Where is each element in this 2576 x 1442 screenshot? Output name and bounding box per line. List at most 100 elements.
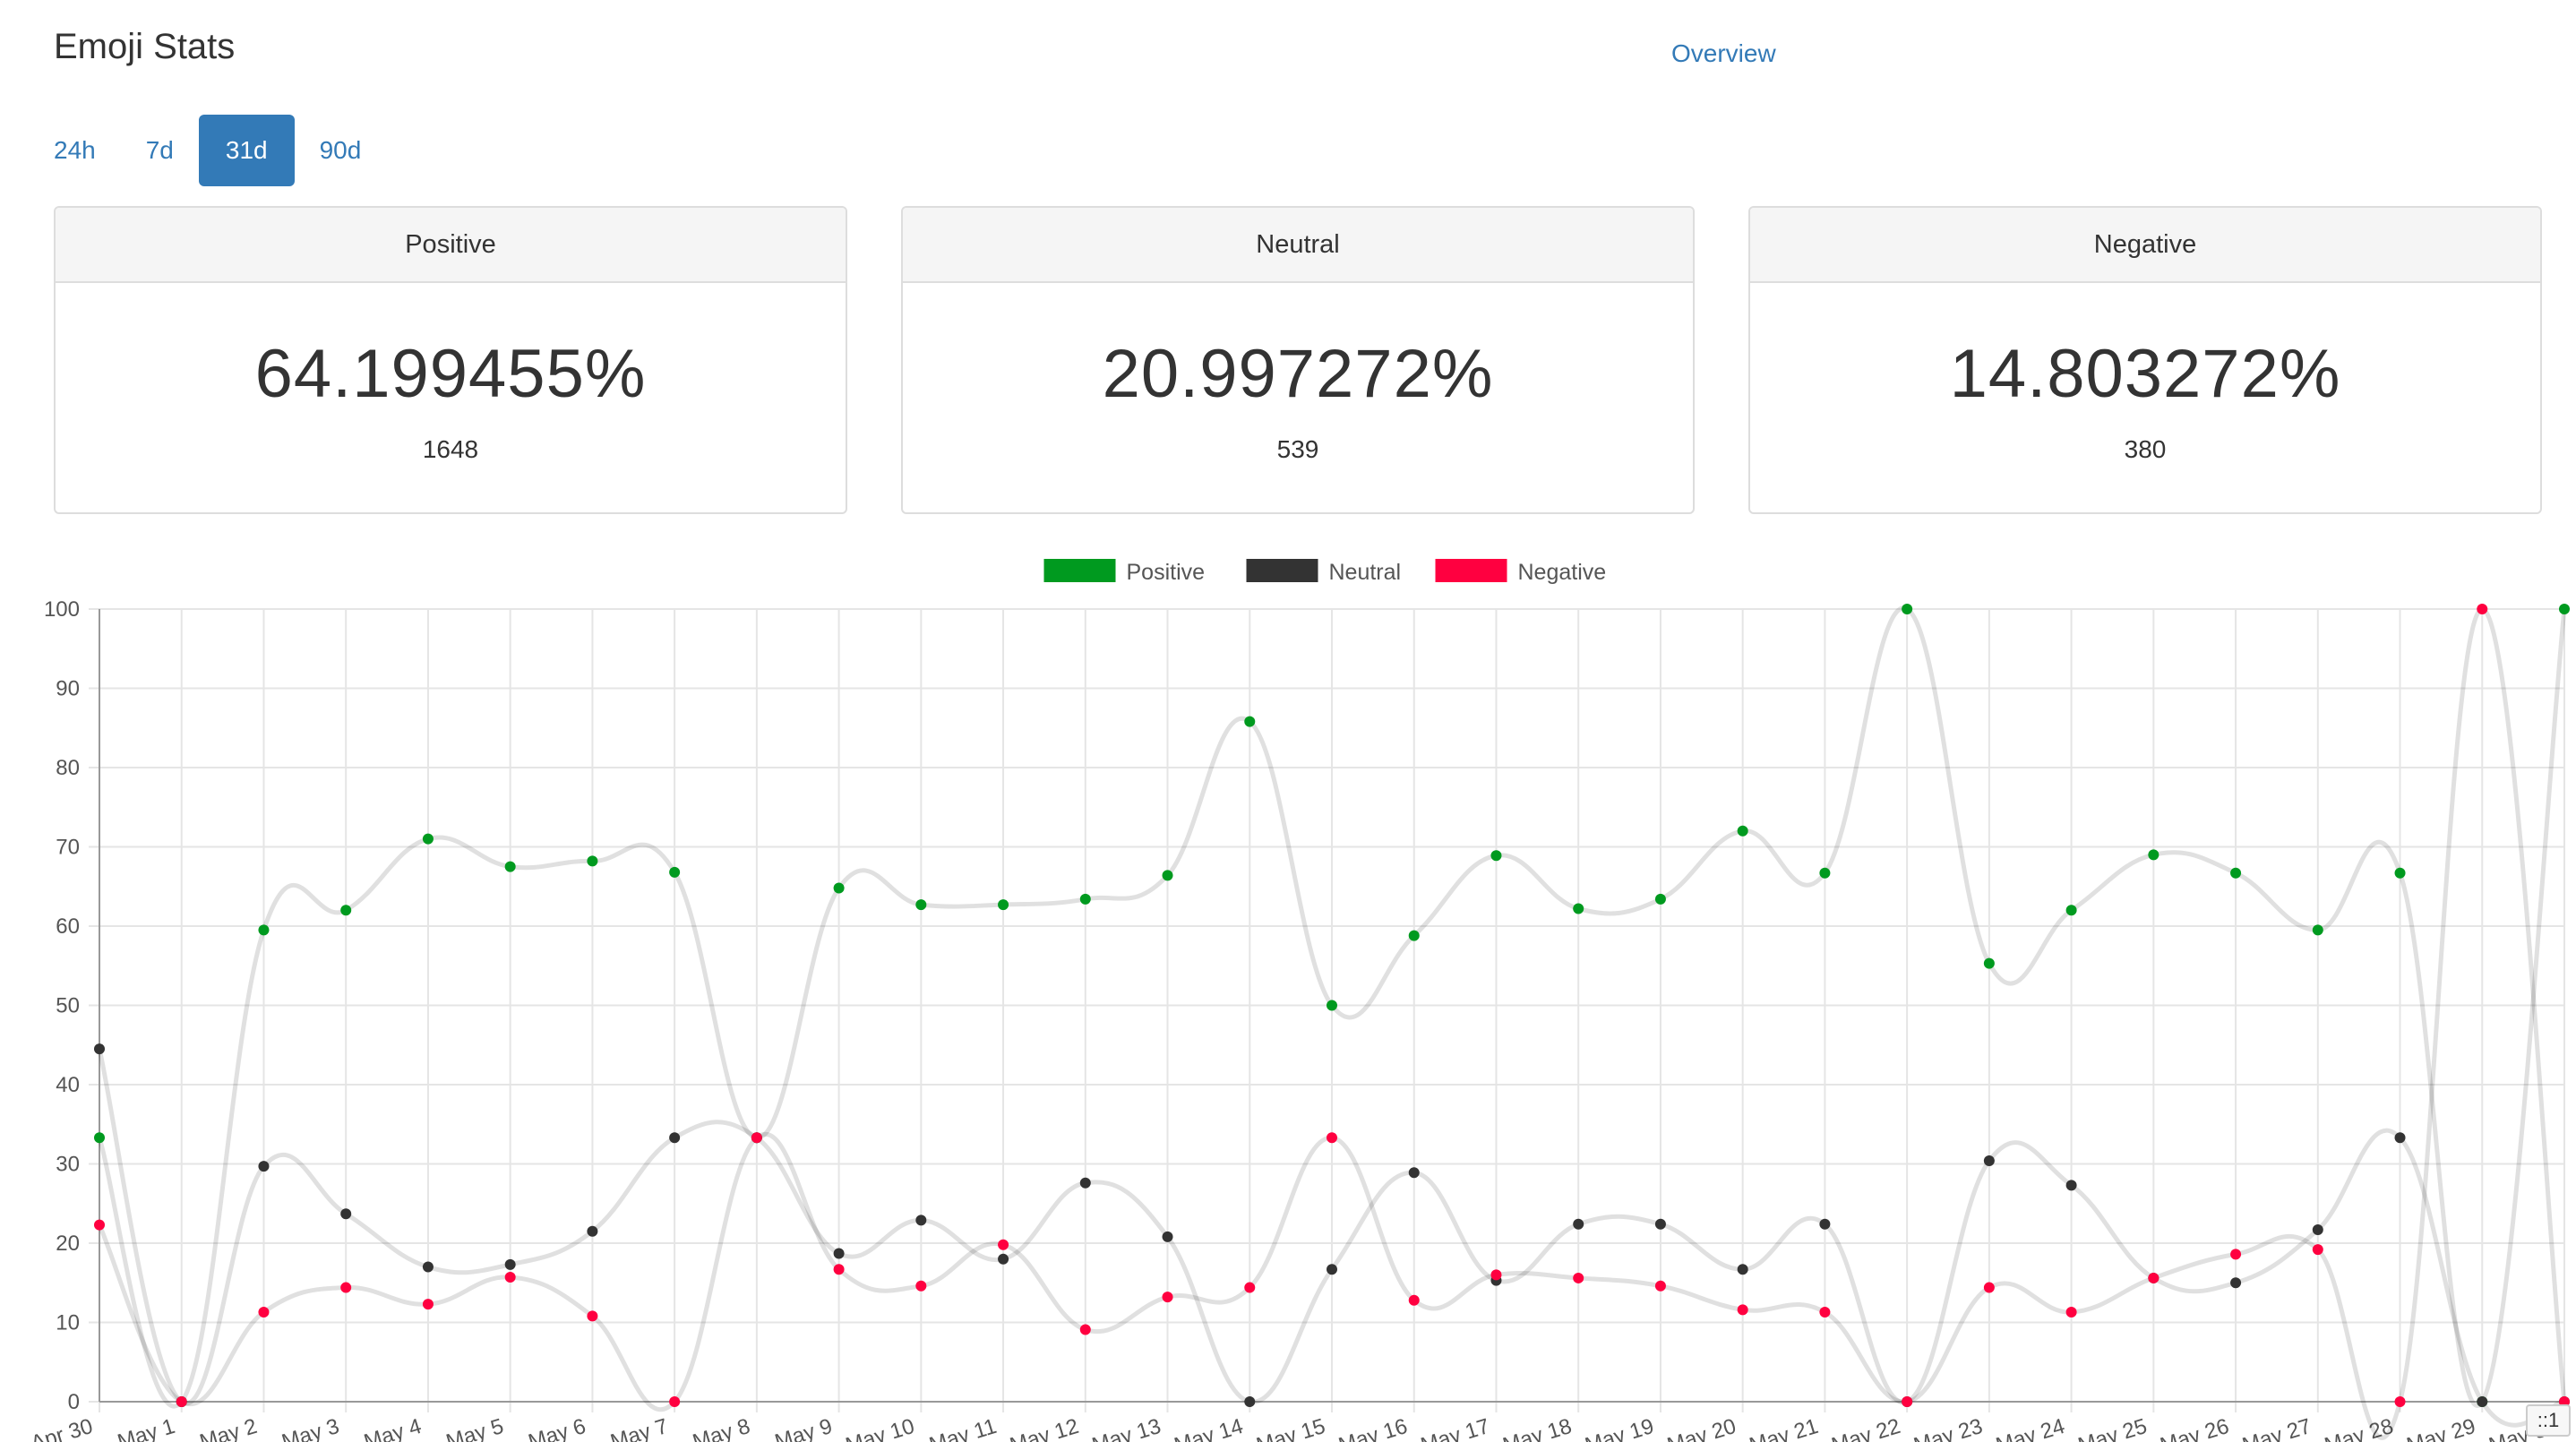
data-point-neutral bbox=[2065, 1180, 2077, 1191]
legend-swatch-positive bbox=[1043, 559, 1116, 582]
x-tick-label: May 27 bbox=[2239, 1414, 2314, 1442]
data-point-neutral bbox=[1983, 1154, 1995, 1166]
x-tick-label: May 5 bbox=[443, 1414, 506, 1442]
negative-card-title: Negative bbox=[1750, 208, 2540, 283]
data-point-neutral bbox=[915, 1215, 927, 1226]
data-point-negative bbox=[1490, 1269, 1502, 1281]
data-point-negative bbox=[587, 1310, 598, 1322]
x-tick-label: May 15 bbox=[1254, 1414, 1328, 1442]
data-point-positive bbox=[2312, 924, 2323, 936]
data-point-neutral bbox=[258, 1161, 270, 1172]
data-point-negative bbox=[1654, 1280, 1666, 1292]
data-point-neutral bbox=[340, 1208, 352, 1220]
legend-label-positive: Positive bbox=[1127, 560, 1206, 585]
data-point-positive bbox=[669, 866, 681, 878]
sentiment-line-chart: 0 10 20 30 40 50 60 70 80 90 100 Apr 30 May 1 May 2 Ma… bbox=[28, 559, 2570, 1442]
data-point-neutral bbox=[998, 1253, 1009, 1265]
x-tick-label: May 19 bbox=[1583, 1414, 1657, 1442]
x-tick-label: May 25 bbox=[2075, 1414, 2150, 1442]
data-point-negative bbox=[1244, 1282, 1256, 1293]
legend-label-negative: Negative bbox=[1518, 560, 1607, 585]
data-point-positive bbox=[998, 899, 1009, 911]
data-point-negative bbox=[1079, 1324, 1091, 1335]
data-point-neutral bbox=[1573, 1218, 1584, 1230]
data-point-positive bbox=[504, 861, 516, 872]
data-point-negative bbox=[1162, 1292, 1173, 1303]
x-tick-label: May 13 bbox=[1089, 1414, 1163, 1442]
y-tick-label: 80 bbox=[56, 756, 80, 780]
data-point-negative bbox=[2148, 1272, 2160, 1283]
range-tab-31d[interactable]: 31d bbox=[198, 115, 295, 186]
x-tick-label: Apr 30 bbox=[28, 1414, 96, 1442]
x-tick-label: May 21 bbox=[1747, 1414, 1821, 1442]
data-point-positive bbox=[1654, 893, 1666, 905]
y-tick-label: 100 bbox=[44, 597, 80, 622]
x-tick-label: May 7 bbox=[607, 1414, 670, 1442]
legend-label-neutral: Neutral bbox=[1329, 560, 1402, 585]
y-tick-label: 0 bbox=[68, 1390, 80, 1414]
data-point-positive bbox=[915, 899, 927, 911]
data-point-neutral bbox=[94, 1043, 105, 1055]
data-point-negative bbox=[258, 1306, 270, 1318]
data-point-neutral bbox=[1654, 1218, 1666, 1230]
neutral-count: 539 bbox=[1276, 435, 1319, 463]
x-tick-label: May 23 bbox=[1911, 1414, 1985, 1442]
overview-link[interactable]: Overview bbox=[1671, 39, 1776, 67]
data-point-positive bbox=[1490, 850, 1502, 862]
data-point-positive bbox=[2230, 867, 2242, 879]
data-point-positive bbox=[1737, 825, 1748, 837]
x-tick-label: May 1 bbox=[115, 1414, 177, 1442]
x-tick-label: May 17 bbox=[1418, 1414, 1492, 1442]
data-point-positive bbox=[2148, 849, 2160, 861]
data-point-negative bbox=[1737, 1304, 1748, 1316]
x-tick-label: May 10 bbox=[843, 1414, 917, 1442]
data-point-neutral bbox=[669, 1132, 681, 1144]
data-point-negative bbox=[2230, 1249, 2242, 1260]
x-tick-label: May 26 bbox=[2158, 1414, 2232, 1442]
neutral-percent: 20.997272% bbox=[1102, 336, 1494, 412]
data-point-negative bbox=[833, 1264, 845, 1275]
data-point-negative bbox=[504, 1272, 516, 1283]
range-tab-7d[interactable]: 7d bbox=[145, 136, 174, 164]
positive-percent: 64.199455% bbox=[254, 336, 647, 412]
data-point-neutral bbox=[2230, 1277, 2242, 1289]
data-point-neutral bbox=[587, 1225, 598, 1237]
y-tick-label: 90 bbox=[56, 677, 80, 701]
data-point-negative bbox=[2477, 604, 2488, 614]
x-tick-label: May 9 bbox=[772, 1414, 835, 1442]
page-title: Emoji Stats bbox=[54, 27, 236, 66]
data-point-negative bbox=[1902, 1396, 1913, 1407]
data-point-positive bbox=[1244, 716, 1256, 727]
x-tick-label: May 12 bbox=[1007, 1414, 1081, 1442]
data-point-neutral bbox=[1244, 1396, 1256, 1407]
y-tick-label: 10 bbox=[56, 1311, 80, 1335]
series-line-negative bbox=[97, 606, 2567, 1440]
y-tick-label: 40 bbox=[56, 1073, 80, 1097]
data-point-positive bbox=[2065, 905, 2077, 916]
data-point-neutral bbox=[1408, 1167, 1420, 1179]
series-line-positive bbox=[97, 605, 2567, 1409]
data-point-positive bbox=[1573, 903, 1584, 914]
data-point-negative bbox=[2312, 1244, 2323, 1256]
x-tick-label: May 3 bbox=[279, 1414, 342, 1442]
data-point-positive bbox=[587, 855, 598, 867]
data-point-negative bbox=[422, 1299, 434, 1310]
time-range-tabs: 24h 7d 31d 90d bbox=[54, 115, 386, 186]
range-tab-24h[interactable]: 24h bbox=[54, 136, 96, 164]
x-tick-label: May 16 bbox=[1335, 1414, 1410, 1442]
legend-swatch-negative bbox=[1435, 559, 1507, 582]
corner-button[interactable]: ::1 bbox=[2526, 1404, 2571, 1437]
data-point-positive bbox=[1408, 930, 1420, 941]
x-tick-label: May 20 bbox=[1664, 1414, 1739, 1442]
data-point-negative bbox=[2394, 1396, 2406, 1407]
range-tab-90d[interactable]: 90d bbox=[319, 136, 362, 164]
data-point-positive bbox=[2394, 867, 2406, 879]
data-point-positive bbox=[1162, 870, 1173, 881]
data-point-neutral bbox=[833, 1248, 845, 1259]
stats-cards: Positive 64.199455% 1648 Neutral 20.9972… bbox=[54, 206, 2546, 516]
data-point-negative bbox=[1819, 1306, 1831, 1318]
neutral-card: Neutral 20.997272% 539 bbox=[901, 206, 1695, 514]
data-point-negative bbox=[1573, 1272, 1584, 1283]
data-point-negative bbox=[751, 1132, 762, 1144]
data-point-negative bbox=[176, 1396, 187, 1407]
